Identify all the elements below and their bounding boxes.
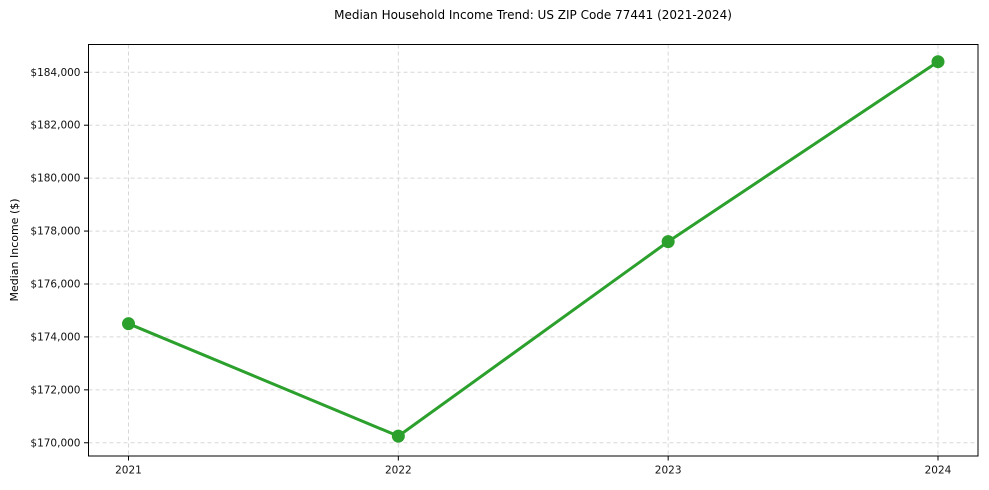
y-tick-label: $178,000 bbox=[30, 226, 80, 238]
y-tick-label: $176,000 bbox=[30, 278, 80, 290]
x-tick-label: 2024 bbox=[925, 465, 952, 477]
y-tick-label: $174,000 bbox=[30, 331, 80, 343]
data-point-2023 bbox=[661, 235, 675, 249]
x-tick-label: 2022 bbox=[385, 465, 412, 477]
y-tick-label: $182,000 bbox=[30, 120, 80, 132]
data-point-2024 bbox=[931, 55, 945, 69]
y-tick-label: $180,000 bbox=[30, 173, 80, 185]
income-trend-line bbox=[127, 60, 940, 438]
x-tick-label: 2021 bbox=[115, 465, 142, 477]
plot-border bbox=[88, 44, 979, 457]
data-point-2021 bbox=[122, 317, 135, 331]
y-tick-label: $184,000 bbox=[30, 67, 80, 79]
y-tick-label: $172,000 bbox=[30, 384, 80, 396]
data-point-2022 bbox=[391, 429, 405, 443]
y-tick-label: $170,000 bbox=[30, 437, 80, 449]
x-tick-label: 2023 bbox=[655, 465, 682, 477]
chart-title: Median Household Income Trend: US ZIP Co… bbox=[334, 8, 732, 22]
